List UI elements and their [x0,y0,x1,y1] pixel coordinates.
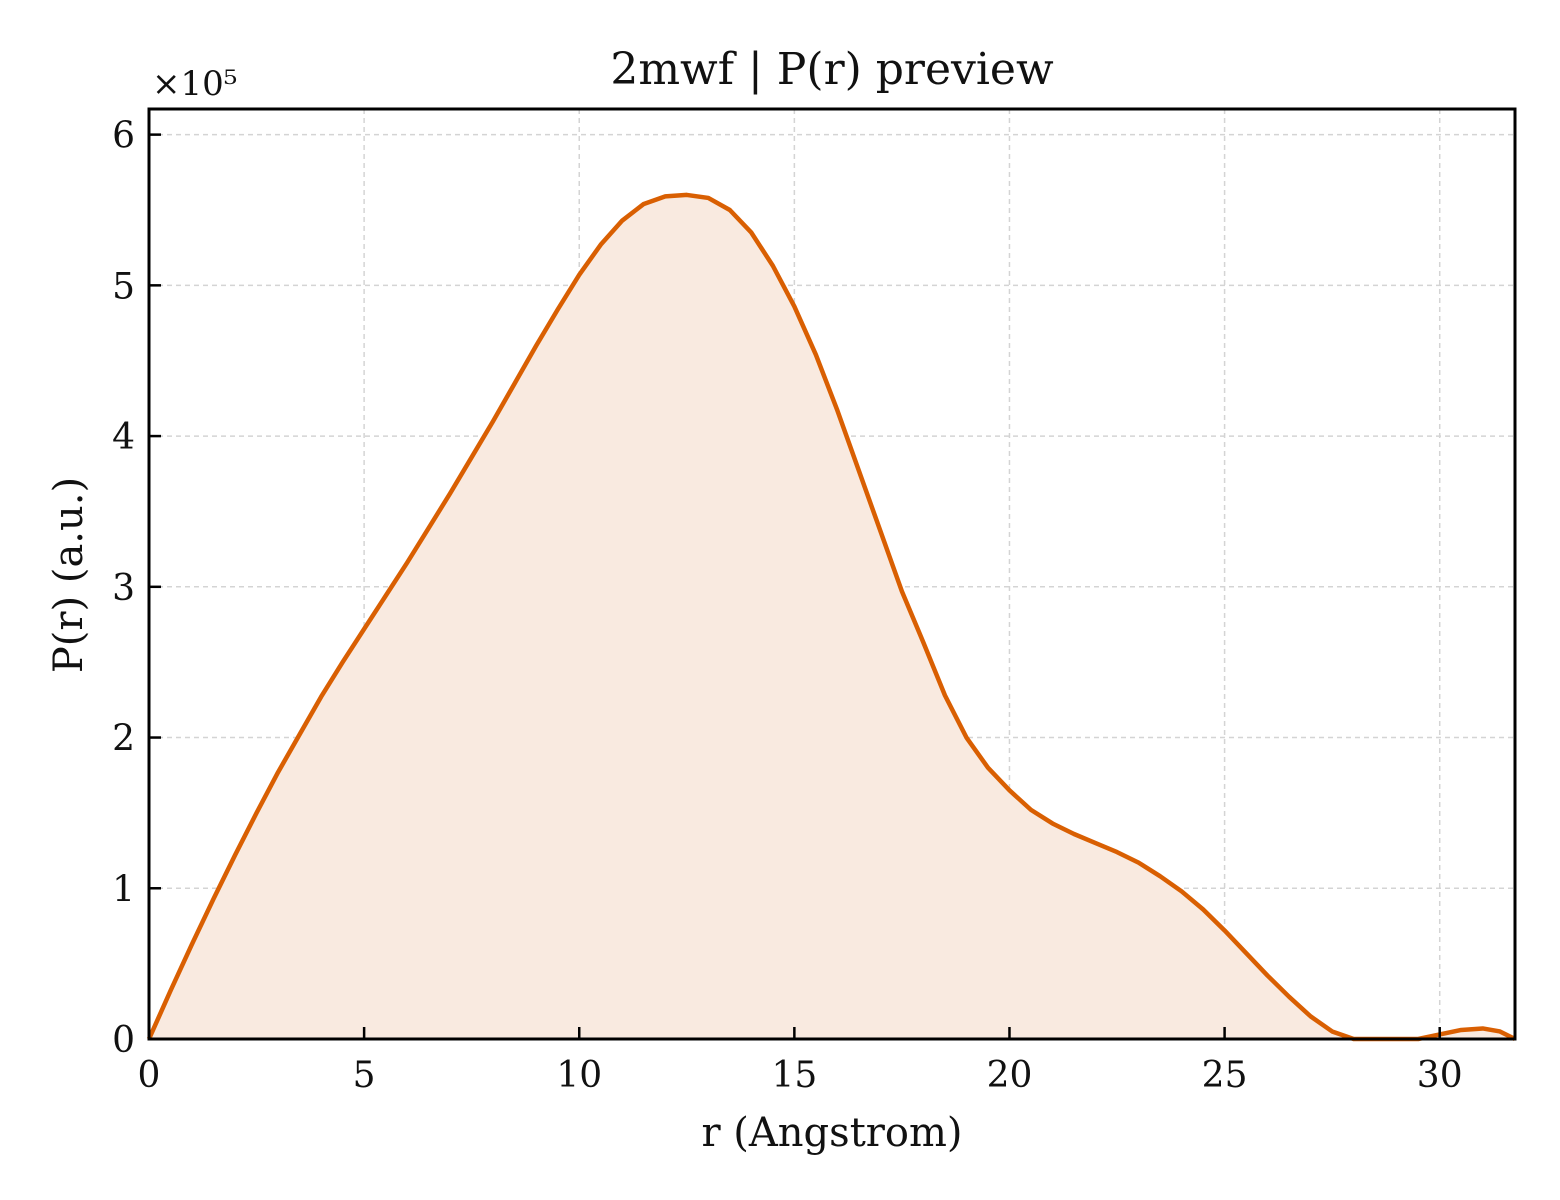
y-tick-label: 4 [112,417,135,458]
pr-curve-line [146,192,1517,1042]
chart-title: 2mwf | P(r) preview [610,44,1054,95]
pr-area-fill [149,194,1515,1040]
x-tick-label: 15 [771,1055,817,1096]
y-tick-label: 3 [112,568,135,609]
y-axis-label: P(r) (a.u.) [46,477,92,673]
x-axis-label: r (Angstrom) [701,1110,962,1156]
y-tick-label: 0 [112,1020,135,1061]
x-axis-ticks: 0 5 10 15 20 25 30 [138,1027,1463,1096]
x-tick-label: 25 [1202,1055,1248,1096]
x-tick-label: 10 [556,1055,602,1096]
x-tick-label: 30 [1417,1055,1463,1096]
y-tick-label: 2 [112,719,135,760]
y-tick-label: 1 [112,869,135,910]
x-tick-label: 0 [138,1055,161,1096]
y-axis-ticks: 0 1 2 3 4 5 6 [112,116,161,1061]
x-tick-label: 5 [353,1055,376,1096]
y-tick-label: 5 [112,266,135,307]
x-tick-label: 20 [987,1055,1033,1096]
plot-frame [147,107,1517,1041]
y-scale-label: ×10⁵ [152,64,237,104]
y-tick-label: 6 [112,116,135,157]
